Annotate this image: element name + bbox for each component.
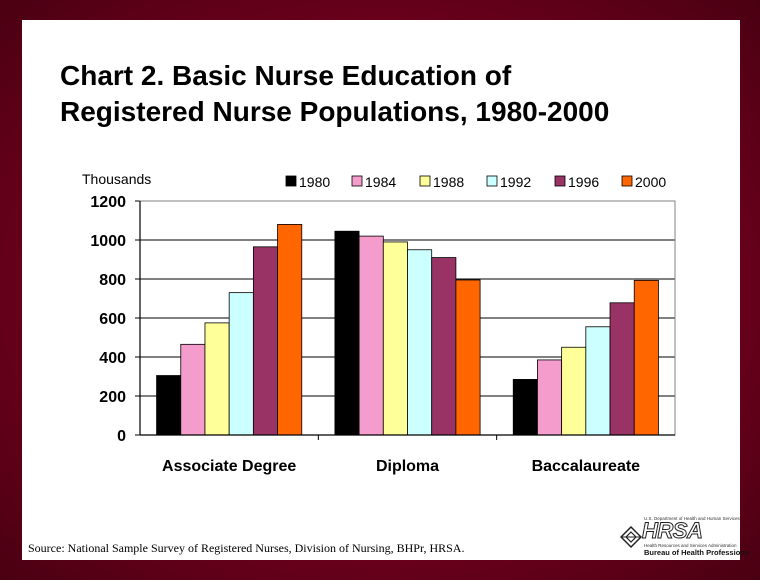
bar-2000-2 [633, 279, 659, 436]
y-tick-labels: 0 200 400 600 800 1000 1200 [90, 194, 126, 445]
y-tick-label: 600 [99, 311, 126, 328]
legend-label: 2000 [635, 174, 666, 190]
bar-2000-1 [455, 279, 481, 436]
bar-2000-0 [277, 223, 303, 436]
x-tick-label: Diploma [376, 458, 439, 475]
legend-swatch-1980 [285, 175, 297, 187]
y-tick-label: 200 [99, 389, 126, 406]
legend-label: 1984 [365, 174, 396, 190]
bar-1996-1 [431, 257, 457, 436]
legend-swatch-2000 [621, 175, 633, 187]
legend-label: 1996 [568, 174, 599, 190]
bar-1984-1 [358, 235, 384, 436]
bars [156, 223, 659, 436]
logo-agency-sub: Health Resources and Services Administra… [644, 543, 737, 548]
logo-agency-top: U.S. Department of Health and Human Serv… [644, 516, 740, 521]
bar-1996-2 [609, 302, 635, 436]
y-tick-label: 800 [99, 272, 126, 289]
x-tick-label: Baccalaureate [532, 458, 641, 475]
bar-1984-0 [180, 343, 206, 436]
bar-1980-0 [156, 375, 182, 436]
bar-1980-2 [512, 379, 538, 436]
bar-1996-0 [252, 246, 278, 436]
axes [139, 200, 676, 440]
bar-1980-1 [334, 230, 360, 436]
legend-label: 1988 [433, 174, 464, 190]
hhs-eagle-icon [620, 526, 642, 549]
bar-1992-1 [407, 249, 433, 436]
bar-1988-1 [382, 241, 408, 436]
hrsa-logo: U.S. Department of Health and Human Serv… [620, 516, 749, 560]
legend-swatch-1996 [554, 175, 566, 187]
bar-1984-2 [537, 359, 563, 436]
bar-1988-0 [204, 322, 230, 436]
y-tick-label: 0 [117, 428, 126, 445]
bar-1992-2 [585, 326, 611, 436]
legend-swatch-1992 [486, 175, 498, 187]
y-tick-label: 1000 [90, 233, 126, 250]
legend-label: 1992 [500, 174, 531, 190]
y-tick-label: 1200 [90, 194, 126, 211]
legend: 1980 1984 1988 1992 1996 2000 [285, 174, 666, 190]
bar-1988-2 [561, 346, 587, 436]
bar-1992-0 [228, 292, 254, 436]
x-tick-label: Associate Degree [162, 458, 296, 475]
chart-title: Chart 2. Basic Nurse Education of Regist… [60, 60, 610, 127]
y-tick-label: 400 [99, 350, 126, 367]
source-note: Source: National Sample Survey of Regist… [28, 541, 465, 555]
logo-bureau: Bureau of Health Professions [644, 548, 750, 557]
legend-label: 1980 [299, 174, 330, 190]
legend-swatch-1988 [419, 175, 431, 187]
y-axis-label: Thousands [82, 171, 151, 187]
x-tick-labels: Associate Degree Diploma Baccalaureate [162, 458, 640, 475]
legend-swatch-1984 [351, 175, 363, 187]
logo-name: HRSA [641, 518, 703, 543]
